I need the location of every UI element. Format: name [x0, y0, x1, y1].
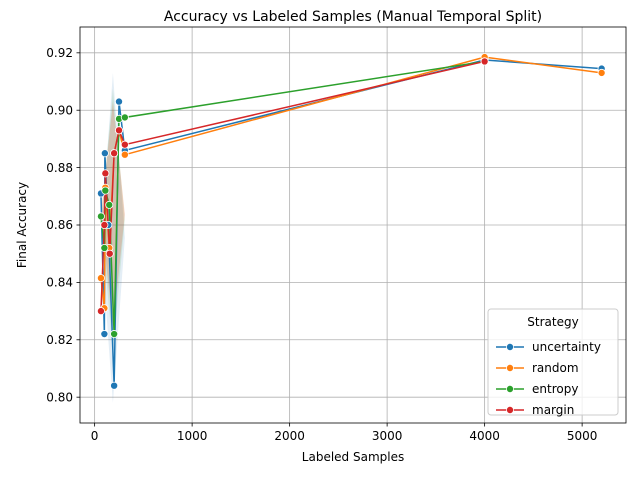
- x-axis-ticks: 0 1000 2000 3000 4000 5000: [91, 423, 598, 443]
- y-tick-label: 0.90: [46, 103, 73, 117]
- x-tick-label: 2000: [274, 429, 305, 443]
- y-axis-ticks: 0.80 0.82 0.84 0.86 0.88 0.90 0.92: [46, 46, 80, 404]
- data-point-entropy: [96, 212, 105, 221]
- legend-items: uncertainty random entropy margin: [496, 340, 601, 417]
- x-tick-label: 4000: [469, 429, 500, 443]
- data-point-random: [597, 68, 606, 77]
- data-point-entropy: [110, 330, 119, 339]
- data-point-entropy: [101, 186, 110, 195]
- legend-label-entropy: entropy: [532, 382, 578, 396]
- confidence-band-random: [100, 101, 125, 326]
- x-tick-label: 5000: [567, 429, 598, 443]
- y-tick-label: 0.88: [46, 161, 73, 175]
- data-point-random: [120, 150, 129, 159]
- data-point-margin: [101, 169, 110, 178]
- data-point-margin: [480, 57, 489, 66]
- y-axis-title: Final Accuracy: [15, 182, 29, 268]
- y-tick-label: 0.80: [46, 390, 73, 404]
- confidence-band-entropy: [100, 88, 125, 352]
- legend-label-margin: margin: [532, 403, 574, 417]
- data-point-margin: [105, 249, 114, 258]
- data-point-margin: [110, 149, 119, 158]
- data-point-margin: [100, 220, 109, 229]
- y-tick-label: 0.84: [46, 276, 73, 290]
- legend-marker-random: [505, 363, 514, 372]
- confidence-band-margin: [100, 101, 125, 329]
- legend-marker-uncertainty: [505, 342, 514, 351]
- series-markers: [96, 53, 606, 390]
- data-point-uncertainty: [100, 330, 109, 339]
- data-point-entropy: [100, 243, 109, 252]
- data-point-uncertainty: [100, 149, 109, 158]
- x-tick-label: 3000: [372, 429, 403, 443]
- confidence-band-uncertainty: [100, 72, 125, 403]
- data-point-margin: [96, 307, 105, 316]
- data-point-uncertainty: [115, 97, 124, 106]
- data-point-uncertainty: [110, 381, 119, 390]
- y-tick-label: 0.82: [46, 333, 73, 347]
- x-tick-label: 1000: [177, 429, 208, 443]
- legend: Strategy uncertainty random entropy margin: [487, 308, 619, 417]
- chart-title: Accuracy vs Labeled Samples (Manual Temp…: [164, 9, 542, 25]
- legend-title: Strategy: [527, 315, 578, 329]
- x-tick-label: 0: [91, 429, 99, 443]
- data-point-random: [96, 274, 105, 283]
- legend-marker-margin: [505, 405, 514, 414]
- legend-marker-entropy: [505, 384, 514, 393]
- y-tick-label: 0.92: [46, 46, 73, 60]
- confidence-bands: [100, 72, 125, 403]
- y-tick-label: 0.86: [46, 218, 73, 232]
- legend-label-random: random: [532, 361, 579, 375]
- x-axis-title: Labeled Samples: [302, 450, 404, 464]
- legend-label-uncertainty: uncertainty: [532, 340, 601, 354]
- data-point-entropy: [120, 113, 129, 122]
- data-point-entropy: [105, 200, 114, 209]
- data-point-margin: [120, 140, 129, 149]
- data-point-margin: [115, 126, 124, 135]
